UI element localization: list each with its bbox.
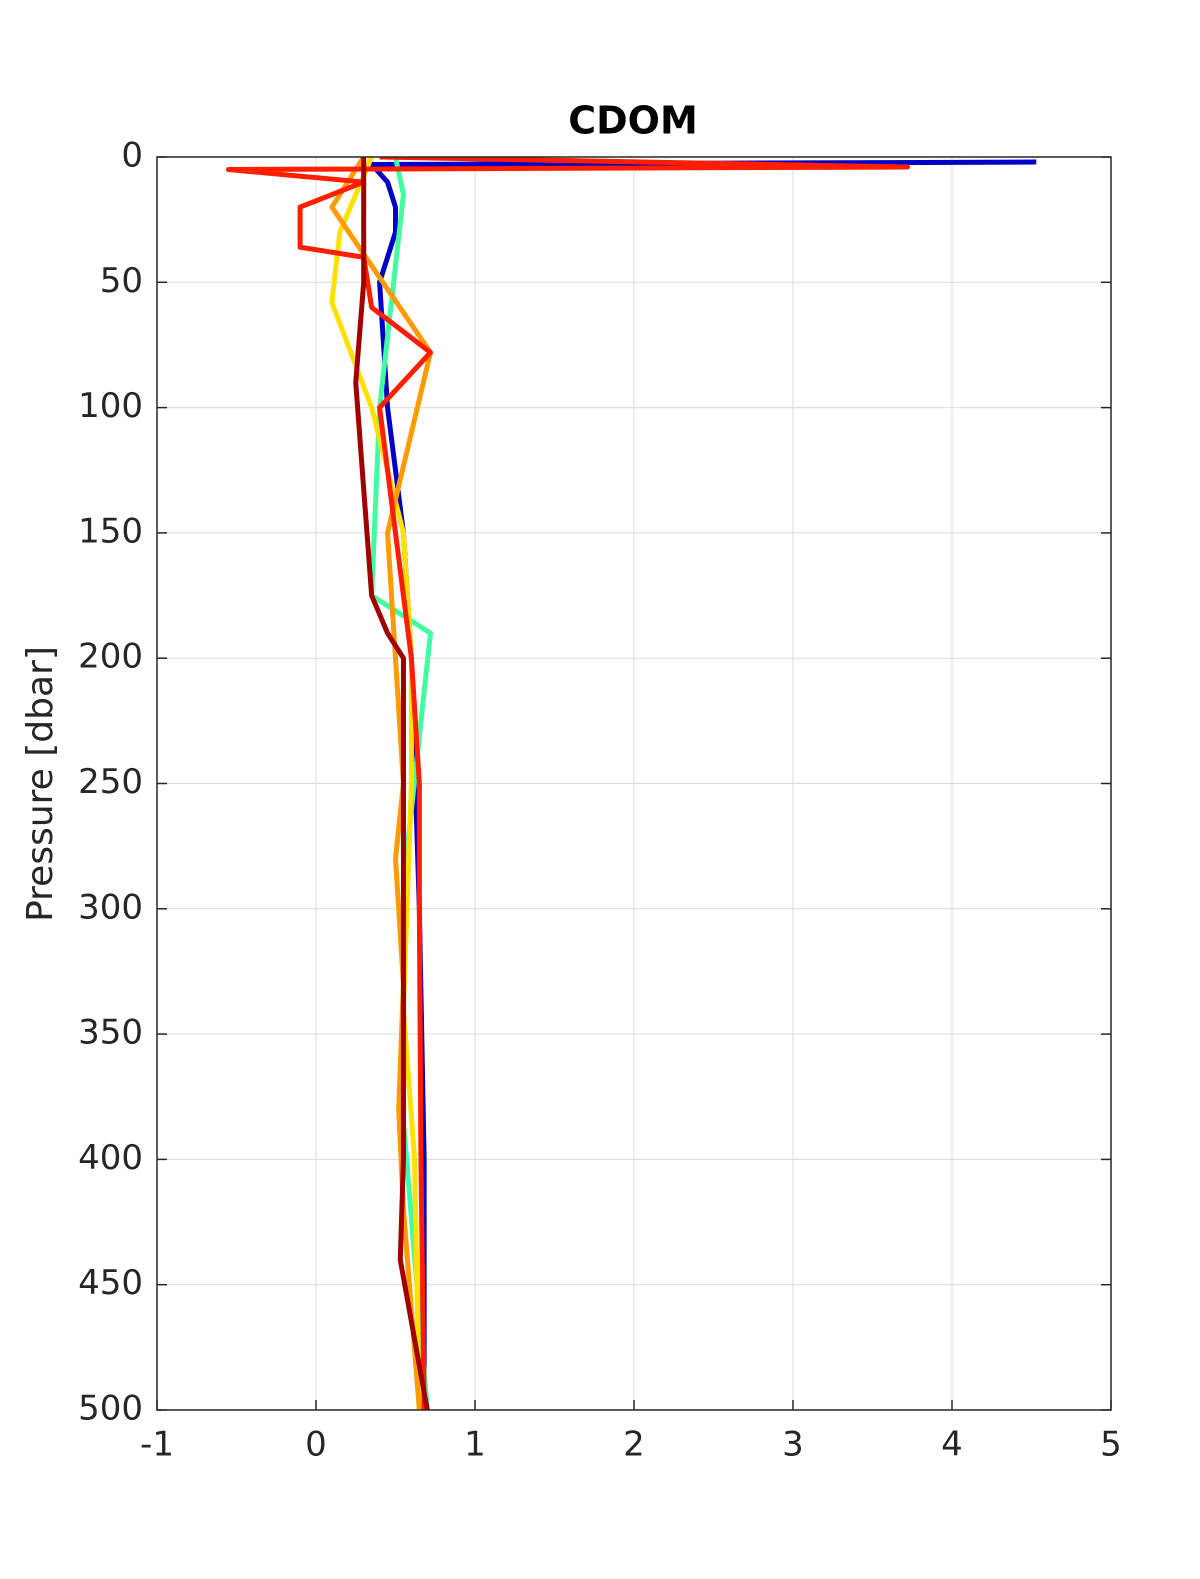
y-axis-label: Pressure [dbar] bbox=[20, 646, 61, 922]
y-tick-label: 200 bbox=[78, 637, 143, 677]
y-tick-label: 150 bbox=[78, 511, 143, 551]
y-tick-label: 100 bbox=[78, 386, 143, 426]
x-tick-label: 4 bbox=[941, 1425, 963, 1465]
profile-line bbox=[353, 157, 430, 1410]
x-tick-label: 1 bbox=[464, 1425, 486, 1465]
y-tick-label: 300 bbox=[78, 887, 143, 927]
y-tick-label: 0 bbox=[121, 136, 143, 176]
x-tick-label: 5 bbox=[1100, 1425, 1122, 1465]
chart-title: CDOM bbox=[568, 99, 698, 143]
profile-line bbox=[329, 157, 422, 1410]
y-tick-label: 250 bbox=[78, 762, 143, 802]
y-tick-label: 400 bbox=[78, 1138, 143, 1178]
x-tick-label: 3 bbox=[782, 1425, 804, 1465]
y-tick-label: 50 bbox=[100, 261, 143, 301]
lines bbox=[226, 157, 1037, 1410]
x-tick-label: 0 bbox=[305, 1425, 327, 1465]
axes-box bbox=[156, 156, 1112, 1411]
x-tick-label: -1 bbox=[140, 1425, 174, 1465]
profile-line bbox=[226, 157, 910, 1410]
y-tick-label: 350 bbox=[78, 1013, 143, 1053]
x-tick-label: 2 bbox=[623, 1425, 645, 1465]
y-tick-label: 450 bbox=[78, 1263, 143, 1303]
y-tick-label: 500 bbox=[78, 1389, 143, 1429]
